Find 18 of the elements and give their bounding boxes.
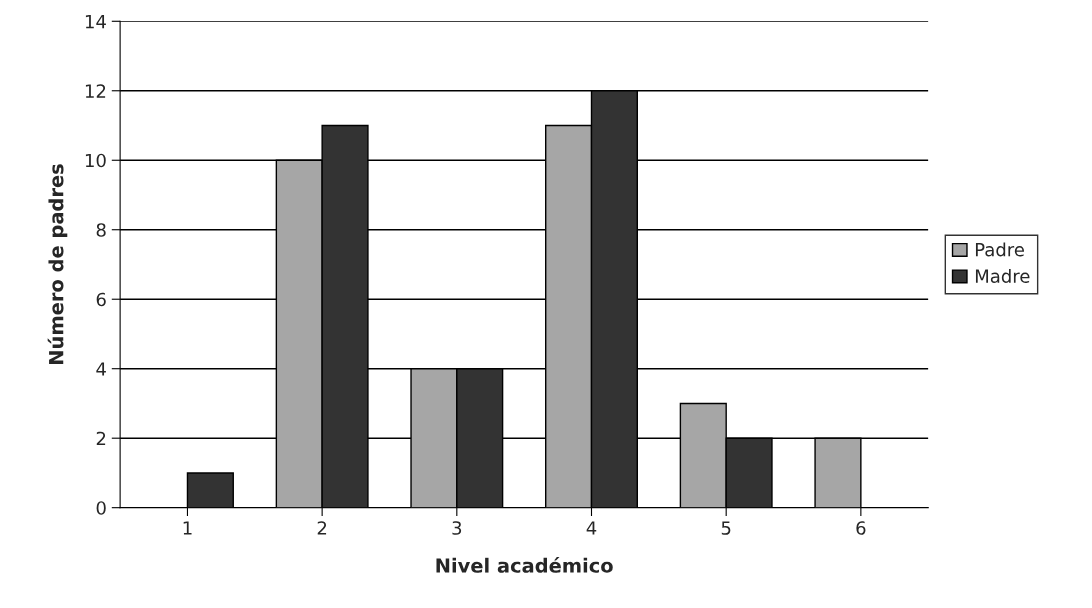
y-tick-label: 2 xyxy=(96,431,106,446)
y-tick-label: 0 xyxy=(96,501,106,515)
y-tick-label: 12 xyxy=(85,84,106,98)
x-axis-title: Nivel académico xyxy=(436,557,613,573)
y-tick-label: 10 xyxy=(85,153,106,168)
y-tick-label: 6 xyxy=(96,292,106,307)
x-tick-label: 5 xyxy=(721,521,731,535)
legend-label: Padre xyxy=(975,242,1024,257)
x-tick-label: 1 xyxy=(183,521,192,535)
legend-label: Madre xyxy=(975,268,1030,283)
y-axis-title: Número de padres xyxy=(47,164,68,364)
x-tick-label: 2 xyxy=(317,521,327,535)
x-tick-label: 4 xyxy=(586,521,597,535)
x-tick-label: 3 xyxy=(452,521,462,535)
y-tick-label: 4 xyxy=(96,362,106,376)
y-tick-label: 8 xyxy=(96,223,106,237)
x-tick-label: 6 xyxy=(856,521,866,535)
y-tick-label: 14 xyxy=(85,14,106,29)
